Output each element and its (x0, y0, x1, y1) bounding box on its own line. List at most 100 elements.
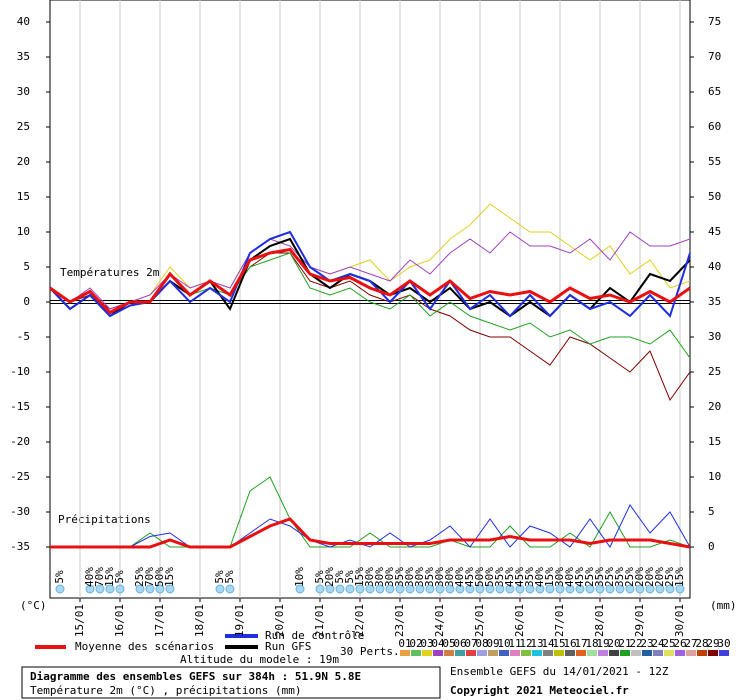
legend-label: Moyenne des scénarios (75, 640, 214, 653)
snow-probability-label: 25% (623, 567, 636, 587)
perturbation-swatch (565, 650, 575, 656)
perturbation-swatch (686, 650, 696, 656)
snow-icon (585, 584, 595, 594)
snow-icon (675, 584, 685, 594)
snow-icon (565, 584, 575, 594)
y-tick-label: -10 (10, 365, 30, 378)
snow-probability-label: 20% (653, 567, 666, 587)
snow-icon (435, 584, 445, 594)
snow-probability-label: 70% (143, 567, 156, 587)
snow-probability-label: 40% (563, 567, 576, 587)
snow-probability-label: 30% (403, 567, 416, 587)
snow-probability-label: 30% (443, 567, 456, 587)
perturbation-name: 11 (508, 637, 521, 650)
perturbation-swatch (642, 650, 652, 656)
snow-icon (215, 584, 225, 594)
snow-probability-label: 30% (413, 567, 426, 587)
snow-icon (595, 584, 605, 594)
snow-probability-label: 45% (503, 567, 516, 587)
snow-probability-label: 25% (133, 567, 146, 587)
perturbation-swatch (576, 650, 586, 656)
perturbation-swatch (411, 650, 421, 656)
perturbation-name: 06 (453, 637, 466, 650)
snow-probability-label: 50% (483, 567, 496, 587)
perturbation-name: 26 (673, 637, 686, 650)
x-tick-label: 24/01 (433, 604, 446, 637)
y2-tick-label: 70 (708, 50, 721, 63)
snow-icon (665, 584, 675, 594)
perturbation-name: 12 (519, 637, 532, 650)
snow-probability-label: 15% (353, 567, 366, 587)
snow-probability-label: 30% (553, 567, 566, 587)
y2-tick-label: 25 (708, 365, 721, 378)
snow-icon (485, 584, 495, 594)
snow-probability-label: 30% (363, 567, 376, 587)
perturbation-name: 15 (552, 637, 565, 650)
snow-probability-label: 40% (83, 567, 96, 587)
snow-icon (225, 584, 235, 594)
snow-icon (615, 584, 625, 594)
x-tick-label: 25/01 (473, 604, 486, 637)
series-line (49, 247, 691, 315)
perturbation-swatch (609, 650, 619, 656)
snow-icon (555, 584, 565, 594)
perturbation-swatch (598, 650, 608, 656)
precip-line (50, 517, 691, 549)
footer-box (21, 666, 441, 699)
snow-probability-label: 35% (423, 567, 436, 587)
x-tick-label: 29/01 (633, 604, 646, 637)
footer-title: Diagramme des ensembles GEFS sur 384h : … (30, 670, 361, 683)
snow-icon (345, 584, 355, 594)
y2-tick-label: 5 (708, 505, 715, 518)
snow-icon (415, 584, 425, 594)
y-tick-label: 35 (17, 50, 30, 63)
perturbation-name: 04 (431, 637, 445, 650)
perturbation-swatch (433, 650, 443, 656)
snow-probability-label: 30% (383, 567, 396, 587)
y2-tick-label: 55 (708, 155, 721, 168)
run-info: Ensemble GEFS du 14/01/2021 - 12Z (450, 665, 669, 678)
perturbation-swatch (543, 650, 553, 656)
y2-tick-label: 30 (708, 330, 721, 343)
snow-probability-label: 20% (323, 567, 336, 587)
y-axis-label: (°C) (20, 599, 47, 612)
perturbation-swatch (664, 650, 674, 656)
snow-icon (365, 584, 375, 594)
perturbation-name: 01 (398, 637, 411, 650)
snow-probability-label: 10% (293, 567, 306, 587)
y-tick-label: 10 (17, 225, 30, 238)
snow-probability-label: 40% (453, 567, 466, 587)
y-tick-label: 5 (23, 260, 30, 273)
precip-line (50, 504, 691, 548)
perturbation-name: 03 (420, 637, 433, 650)
snow-probability-label: 5% (343, 570, 356, 584)
x-tick-label: 30/01 (673, 604, 686, 637)
snow-icon (375, 584, 385, 594)
snow-probability-label: 20% (633, 567, 646, 587)
snow-icon (335, 584, 345, 594)
snow-probability-label: 15% (163, 567, 176, 587)
perturbation-name: 23 (640, 637, 653, 650)
x-tick-label: 18/01 (193, 604, 206, 637)
snow-probability-label: 45% (513, 567, 526, 587)
perturbation-name: 22 (629, 637, 642, 650)
snow-probability-label: 35% (613, 567, 626, 587)
snow-icon (655, 584, 665, 594)
perturbation-swatch (466, 650, 476, 656)
perturbation-title: 30 Perts. (340, 645, 400, 658)
snow-probability-label: 50% (473, 567, 486, 587)
perturbation-swatch (620, 650, 630, 656)
perturbation-swatch (488, 650, 498, 656)
x-tick-label: 21/01 (313, 604, 326, 637)
perturbation-swatch (675, 650, 685, 656)
legend-label: Run de contrôle (265, 629, 364, 642)
snow-icon (135, 584, 145, 594)
y2-tick-label: 50 (708, 190, 721, 203)
snow-icon (525, 584, 535, 594)
snow-icon (95, 584, 105, 594)
perturbation-name: 10 (497, 637, 510, 650)
snow-probability-label: 15% (673, 567, 686, 587)
snow-probability-label: 45% (573, 567, 586, 587)
perturbation-name: 16 (563, 637, 576, 650)
